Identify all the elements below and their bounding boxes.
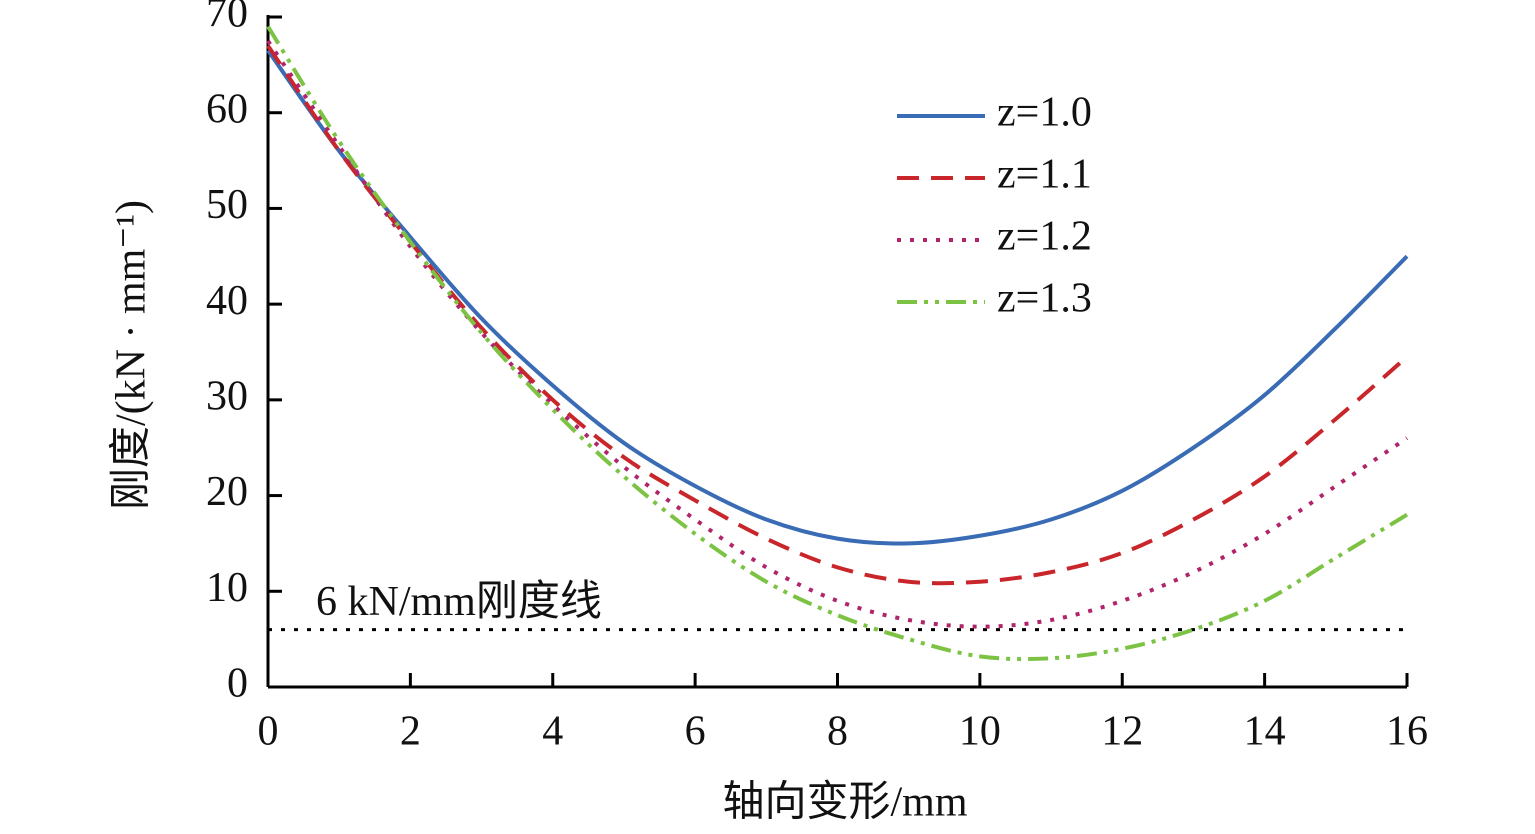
- x-tick-label: 8: [827, 709, 848, 755]
- y-axis-label: 刚度/(kN · mm⁻¹): [109, 200, 155, 510]
- x-tick-label: 4: [542, 709, 563, 755]
- series-line: [266, 49, 1409, 546]
- legend-label: z=1.0: [997, 90, 1092, 136]
- legend-label: z=1.3: [997, 276, 1092, 322]
- reference-label: 6 kN/mm刚度线: [316, 579, 602, 625]
- legend-label: z=1.2: [997, 214, 1092, 260]
- y-tick-label: 0: [227, 661, 248, 707]
- series-line: [266, 25, 1409, 662]
- y-tick-label: 60: [206, 86, 248, 132]
- x-axis-label: 轴向变形/mm: [722, 779, 967, 826]
- series-line: [266, 44, 1409, 586]
- x-tick-label: 0: [258, 709, 279, 755]
- legend-label: z=1.1: [997, 152, 1092, 198]
- y-tick-label: 30: [206, 373, 248, 419]
- x-tick-label: 12: [1101, 709, 1143, 755]
- y-tick-label: 70: [206, 0, 248, 37]
- y-tick-label: 50: [206, 182, 248, 228]
- x-tick-label: 2: [400, 709, 421, 755]
- x-tick-label: 14: [1244, 709, 1286, 755]
- x-tick-label: 6: [685, 709, 706, 755]
- x-tick-label: 16: [1386, 709, 1428, 755]
- x-tick-label: 10: [959, 709, 1001, 755]
- series-line: [266, 39, 1409, 629]
- y-tick-label: 20: [206, 469, 248, 515]
- y-tick-label: 40: [206, 278, 248, 324]
- y-tick-label: 10: [206, 565, 248, 611]
